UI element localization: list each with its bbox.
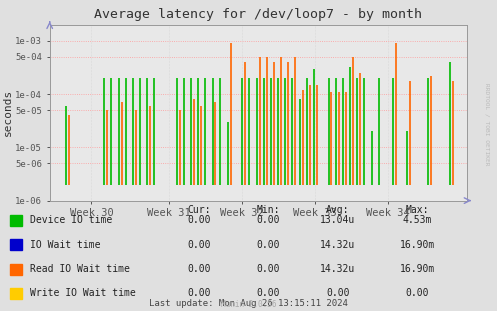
Text: 4.53m: 4.53m [403, 216, 432, 225]
Text: 0.00: 0.00 [326, 288, 350, 298]
Text: 0.00: 0.00 [256, 288, 280, 298]
Text: 0.00: 0.00 [187, 240, 211, 250]
Text: 16.90m: 16.90m [400, 240, 435, 250]
Text: Cur:: Cur: [187, 205, 211, 215]
Title: Average latency for /dev/loop7 - by month: Average latency for /dev/loop7 - by mont… [94, 8, 422, 21]
FancyBboxPatch shape [10, 263, 22, 275]
Text: 16.90m: 16.90m [400, 264, 435, 274]
Text: 0.00: 0.00 [406, 288, 429, 298]
Text: Munin 2.0.56: Munin 2.0.56 [221, 300, 276, 309]
Text: Last update: Mon Aug 26 13:15:11 2024: Last update: Mon Aug 26 13:15:11 2024 [149, 299, 348, 308]
Text: 0.00: 0.00 [256, 264, 280, 274]
Text: 0.00: 0.00 [187, 288, 211, 298]
FancyBboxPatch shape [10, 239, 22, 250]
Text: 0.00: 0.00 [256, 216, 280, 225]
Text: 0.00: 0.00 [256, 240, 280, 250]
Text: 0.00: 0.00 [187, 216, 211, 225]
Text: 0.00: 0.00 [187, 264, 211, 274]
Y-axis label: seconds: seconds [2, 89, 12, 136]
Text: Avg:: Avg: [326, 205, 350, 215]
Text: 14.32u: 14.32u [321, 264, 355, 274]
FancyBboxPatch shape [10, 215, 22, 226]
Text: RRDTOOL / TOBI OETIKER: RRDTOOL / TOBI OETIKER [485, 83, 490, 166]
Text: Write IO Wait time: Write IO Wait time [30, 288, 136, 298]
FancyBboxPatch shape [10, 288, 22, 299]
Text: IO Wait time: IO Wait time [30, 240, 100, 250]
Text: Device IO time: Device IO time [30, 216, 112, 225]
Text: Min:: Min: [256, 205, 280, 215]
Text: 14.32u: 14.32u [321, 240, 355, 250]
Text: 13.04u: 13.04u [321, 216, 355, 225]
Text: Read IO Wait time: Read IO Wait time [30, 264, 130, 274]
Text: Max:: Max: [406, 205, 429, 215]
